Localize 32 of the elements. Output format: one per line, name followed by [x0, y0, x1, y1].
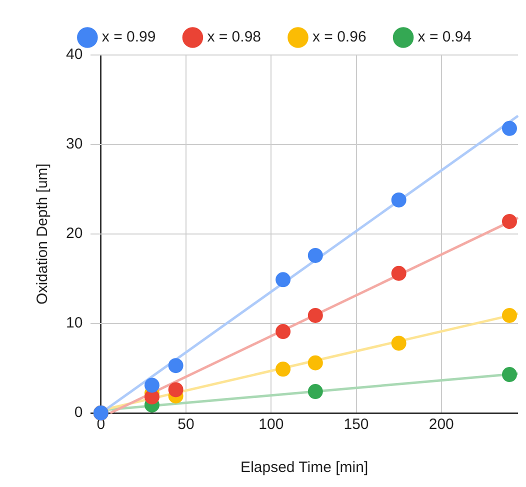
legend-label: x = 0.94: [418, 28, 472, 46]
point: [144, 378, 160, 393]
point: [276, 324, 291, 340]
legend-label: x = 0.99: [102, 28, 156, 46]
point: [168, 382, 184, 398]
y-tick-label: 20: [66, 225, 83, 242]
point: [168, 358, 184, 374]
y-tick-label: 40: [66, 46, 83, 64]
x-tick-label: 50: [178, 416, 194, 434]
y-axis-title: Oxidation Depth [um]: [34, 164, 52, 304]
point: [276, 272, 291, 288]
x-tick-label: 100: [258, 416, 284, 434]
point: [502, 120, 517, 136]
point: [276, 362, 291, 377]
point: [308, 308, 323, 323]
x-tick-label: 200: [428, 416, 454, 434]
legend-label: x = 0.96: [312, 28, 366, 46]
point: [308, 384, 323, 400]
point: [502, 214, 517, 229]
point: [391, 266, 406, 281]
point: [308, 248, 323, 263]
point: [391, 192, 406, 208]
y-tick-label: 30: [66, 136, 83, 153]
x-tick-label: 150: [344, 416, 369, 434]
y-tick-label: 10: [66, 314, 83, 332]
point: [502, 308, 517, 323]
legend-label: x = 0.98: [207, 28, 262, 46]
point: [391, 336, 406, 351]
point: [308, 355, 323, 370]
y-tick-label: 0: [74, 404, 83, 422]
x-axis-title: Elapsed Time [min]: [240, 459, 368, 476]
point: [502, 367, 517, 382]
